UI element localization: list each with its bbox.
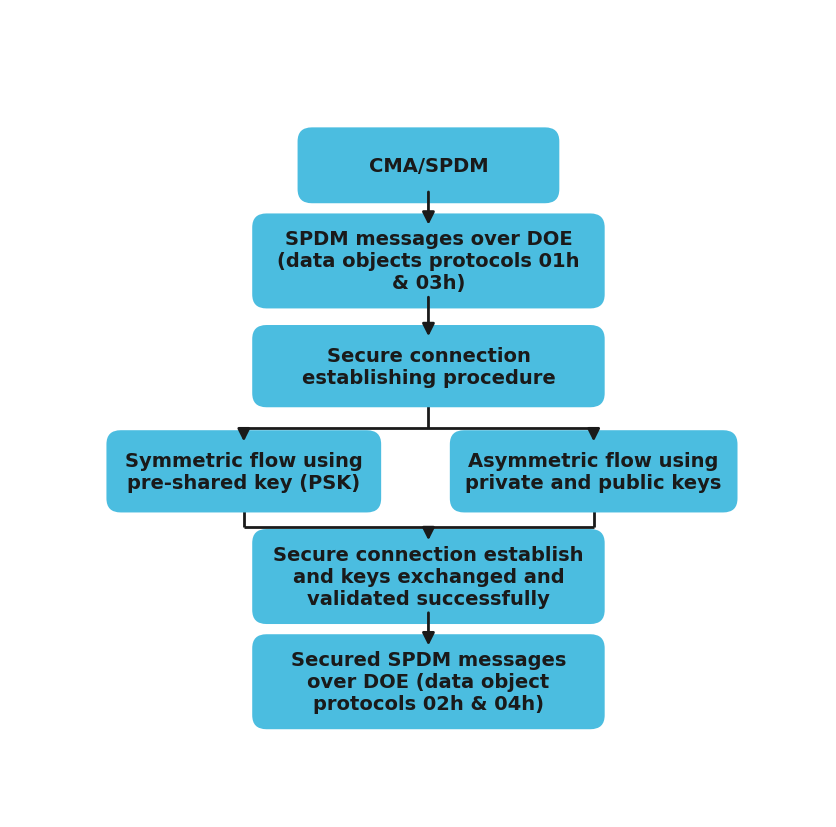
FancyBboxPatch shape xyxy=(450,431,737,513)
FancyBboxPatch shape xyxy=(252,214,604,309)
Text: Asymmetric flow using
private and public keys: Asymmetric flow using private and public… xyxy=(466,452,721,492)
Text: Symmetric flow using
pre-shared key (PSK): Symmetric flow using pre-shared key (PSK… xyxy=(125,452,363,492)
Text: Secure connection establish
and keys exchanged and
validated successfully: Secure connection establish and keys exc… xyxy=(273,545,584,609)
Text: Secured SPDM messages
over DOE (data object
protocols 02h & 04h): Secured SPDM messages over DOE (data obj… xyxy=(291,651,566,714)
Text: CMA/SPDM: CMA/SPDM xyxy=(369,156,488,175)
Text: Secure connection
establishing procedure: Secure connection establishing procedure xyxy=(302,347,555,387)
FancyBboxPatch shape xyxy=(298,128,559,204)
FancyBboxPatch shape xyxy=(106,431,381,513)
FancyBboxPatch shape xyxy=(252,634,604,729)
Text: SPDM messages over DOE
(data objects protocols 01h
& 03h): SPDM messages over DOE (data objects pro… xyxy=(278,230,579,293)
FancyBboxPatch shape xyxy=(252,529,604,624)
FancyBboxPatch shape xyxy=(252,326,604,408)
